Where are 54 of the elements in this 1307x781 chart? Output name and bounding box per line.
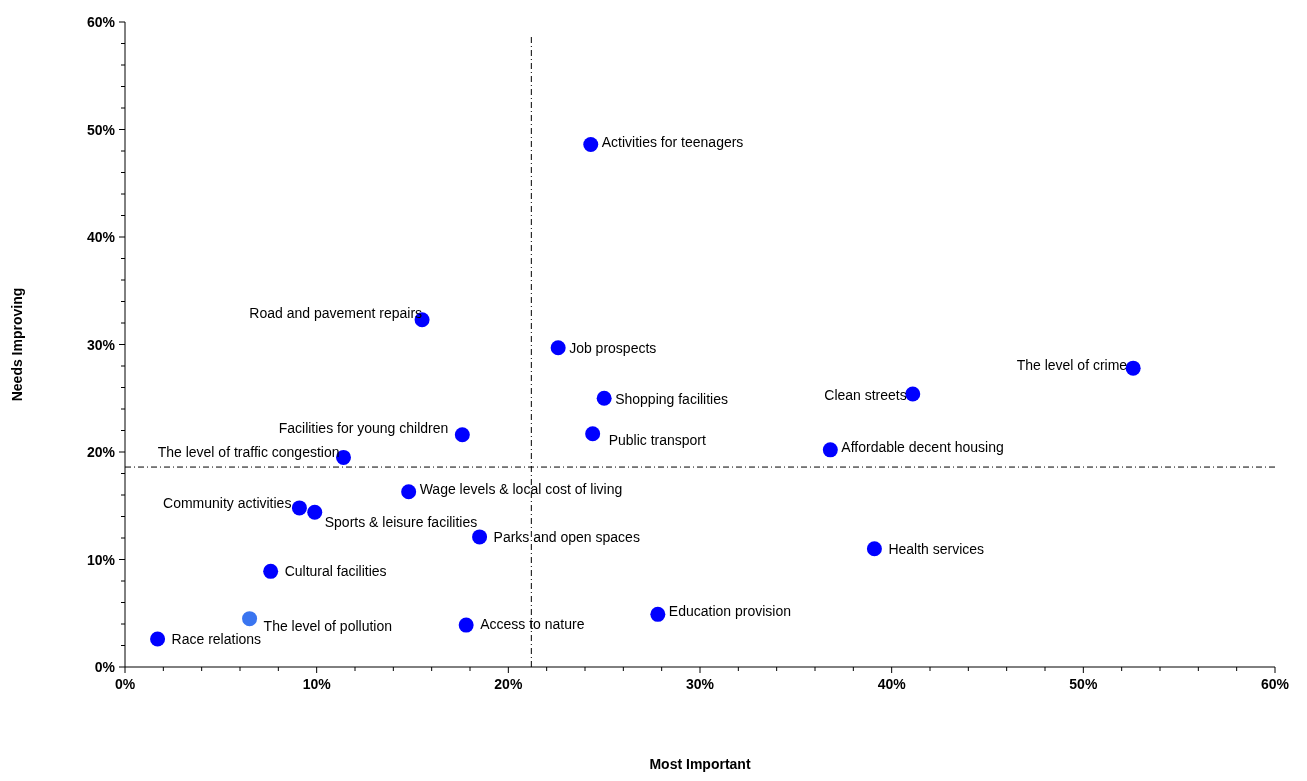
y-tick-label: 20% (86, 444, 116, 460)
annotation: Facilities for young children (278, 419, 449, 436)
point (585, 426, 601, 442)
x-tick-label: 30% (685, 676, 715, 692)
annotation: Wage levels & local cost of living (419, 480, 623, 497)
point (1125, 360, 1141, 376)
y-axis-title: Needs Improving (9, 287, 25, 402)
annotation: Shopping facilities (615, 391, 729, 408)
annotation: Affordable decent housing (841, 438, 1004, 455)
point (905, 386, 921, 402)
annotation: Education provision (668, 603, 792, 620)
annotation: Race relations (171, 631, 262, 648)
y-tick-label: 50% (86, 121, 116, 138)
point (401, 484, 417, 500)
annotation: Road and pavement repairs (249, 304, 423, 321)
point (822, 442, 838, 458)
x-tick-label: 40% (877, 676, 907, 692)
y-tick-label: 0% (94, 659, 116, 675)
x-tick-label: 0% (114, 676, 136, 692)
point (472, 529, 488, 545)
x-tick-label: 60% (1260, 676, 1290, 692)
y-tick-label: 30% (86, 336, 116, 353)
point (307, 504, 323, 520)
y-tick-label: 60% (86, 14, 116, 30)
point (263, 563, 279, 579)
annotation: The level of traffic congestion (157, 444, 340, 461)
annotation: Access to nature (480, 616, 585, 633)
annotation: The level of pollution (263, 617, 393, 634)
point (650, 606, 666, 622)
annotation: The level of crime (1016, 357, 1128, 374)
point (596, 390, 612, 406)
annotation: Clean streets (824, 386, 907, 403)
x-tick-label: 10% (302, 676, 332, 692)
annotation: Job prospects (569, 339, 657, 356)
x-tick-label: 20% (494, 676, 523, 692)
annotation: Public transport (608, 431, 707, 448)
y-tick-label: 40% (86, 229, 116, 245)
point (291, 500, 307, 516)
point (458, 617, 474, 633)
annotation: Sports & leisure facilities (324, 514, 478, 531)
annotation: Parks and open spaces (493, 528, 640, 545)
annotation: Activities for teenagers (601, 133, 744, 150)
point (583, 137, 599, 153)
annotation: Health services (888, 540, 985, 557)
point (866, 541, 882, 557)
x-axis-title: Most Important (649, 756, 751, 772)
point (550, 340, 566, 356)
x-tick-label: 50% (1069, 676, 1098, 692)
y-tick-label: 10% (86, 551, 116, 568)
point (150, 631, 166, 647)
annotation: Community activities (163, 494, 292, 511)
point (242, 611, 258, 627)
annotation: Cultural facilities (284, 563, 387, 580)
point (454, 427, 470, 443)
